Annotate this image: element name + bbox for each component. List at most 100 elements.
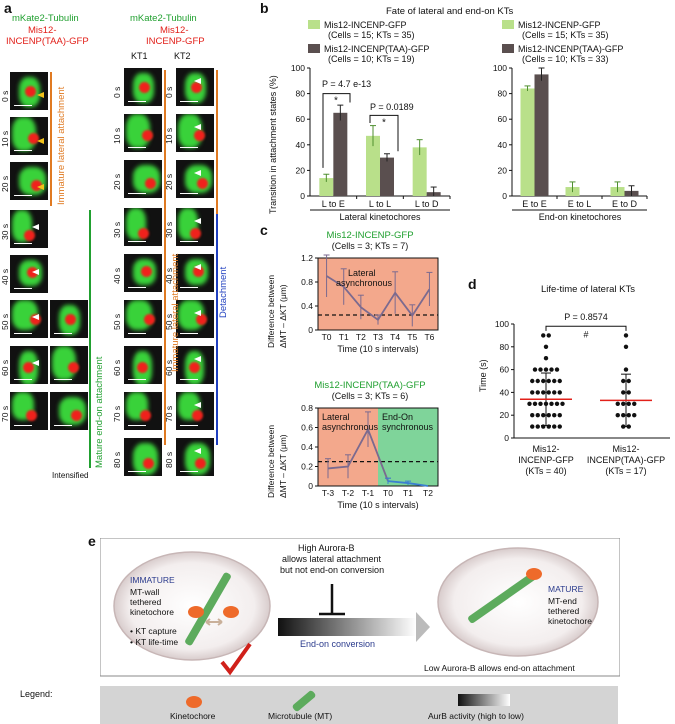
y-tick-label: 100: [495, 319, 509, 329]
scale-bar: [54, 333, 72, 334]
sig-star-2: *: [382, 117, 386, 128]
kinetochore-signal: [144, 314, 155, 325]
legend-box: [100, 686, 618, 724]
left-bar-mature: [89, 210, 91, 468]
data-point: [621, 401, 626, 406]
y-tick-label: 100: [493, 63, 507, 73]
data-point: [557, 390, 562, 395]
legend-swatch-dark: [502, 44, 514, 53]
x-tick-label: T-1: [362, 488, 375, 498]
kt2-frame: [176, 346, 214, 384]
kt1-frame: [124, 392, 162, 430]
not-endon-text: but not end-on conversion: [280, 565, 385, 575]
panel-b-label: b: [260, 0, 269, 16]
c-top-title: Mis12-INCENP-GFP: [326, 230, 413, 241]
endon-region: [378, 408, 438, 486]
data-point: [554, 367, 560, 372]
c-top-xlabel: Time (10 s intervals): [337, 344, 418, 354]
data-point: [535, 378, 540, 384]
x-tick-label: T5: [407, 332, 417, 342]
d-cat2-a: Mis12-: [612, 444, 639, 454]
kinetochore-signal: [190, 228, 201, 239]
right-label-immature: Immature lateral attachment: [170, 253, 181, 372]
kt2-frame: [176, 68, 214, 106]
time-label: 60 s: [0, 359, 10, 376]
panel-e-diagram: [100, 538, 620, 724]
kt-lifetime-text: • KT life-time: [130, 637, 179, 647]
panel-b-chart: Mis12-INCENP-GFP(Cells = 15; KTs = 35)Mi…: [268, 20, 648, 220]
right-label-detach: Detachment: [218, 266, 229, 318]
immature-kinetochore-2: [223, 606, 239, 618]
x-tick-label: E to L: [568, 199, 592, 209]
scale-bar: [128, 425, 146, 426]
kinetochore-signal: [139, 82, 150, 93]
kinetochore-signal: [141, 266, 152, 277]
time-label: 60 s: [112, 359, 122, 376]
c-bottom-region-a2: asynchronous: [322, 422, 379, 432]
pval-2: P = 0.0189: [370, 102, 414, 112]
data-point: [546, 333, 551, 338]
x-group-left: Lateral kinetochores: [339, 212, 421, 220]
kinetochore-signal: [26, 410, 37, 421]
right-header-red-2: INCENP-GFP: [146, 36, 205, 47]
panel-d-label: d: [468, 276, 477, 292]
x-tick-label: E to D: [612, 199, 638, 209]
kinetochore-signal: [192, 410, 203, 421]
data-point: [549, 367, 554, 372]
kt1-frame: [124, 68, 162, 106]
right-bar-immature-kt2: [216, 70, 218, 214]
kt2-frame: [176, 254, 214, 292]
data-point: [543, 356, 549, 361]
kinetochore-signal: [142, 130, 153, 141]
data-point: [530, 424, 535, 429]
mt-end-text: MT-end: [548, 596, 577, 606]
scale-bar: [128, 471, 146, 472]
data-point: [541, 413, 546, 418]
left-label-immature: Immature lateral attachment: [56, 86, 67, 205]
sig-bracket: [545, 325, 627, 331]
scale-bar: [180, 333, 198, 334]
pval-1: P = 4.7 e-13: [322, 79, 371, 89]
white-arrowhead-icon: [194, 448, 201, 454]
scale-bar: [180, 471, 198, 472]
legend-microtubule-icon: [292, 690, 316, 712]
kinetochore-signal: [194, 130, 205, 141]
x-tick-label: T1: [403, 488, 413, 498]
x-tick-label: L to E: [322, 199, 345, 209]
left-kt-frame: [10, 392, 48, 430]
kinetochore-signal: [195, 458, 206, 469]
kinetochore-signal: [143, 458, 154, 469]
left-header-red-1: Mis12-: [28, 25, 57, 36]
panel-b-title: Fate of lateral and end-on KTs: [386, 6, 514, 17]
y-tick-label: 20: [500, 410, 510, 420]
scale-bar: [180, 147, 198, 148]
legend-label-1: Mis12-INCENP-GFP: [324, 20, 407, 30]
kinetochore2-text: kinetochore: [548, 616, 592, 626]
data-point: [560, 401, 565, 406]
kinetochore-signal: [197, 178, 208, 189]
allows-lateral-text: allows lateral attachment: [282, 554, 382, 564]
time-label: 0 s: [0, 90, 10, 102]
mature-microtubule: [468, 572, 536, 624]
legend-label-1b: (Cells = 15; KTs = 35): [328, 30, 415, 40]
data-point: [543, 367, 549, 372]
d-cat2-b: INCENP(TAA)-GFP: [587, 455, 665, 465]
right-bar-immature-kt1: [164, 70, 166, 445]
data-point: [532, 401, 538, 406]
scale-bar: [180, 379, 198, 380]
left-kt-frame: [10, 300, 48, 338]
panel-a-label: a: [4, 0, 12, 16]
left-kt-frame: [10, 255, 48, 293]
tethered2-text: tethered: [548, 606, 580, 616]
c-top-subtitle: (Cells = 3; KTs = 7): [332, 241, 409, 251]
sig-bracket-2: [369, 114, 399, 152]
data-point: [546, 413, 551, 418]
time-label: 20 s: [0, 175, 10, 192]
scale-bar: [128, 287, 146, 288]
y-tick-label: 40: [500, 387, 510, 397]
arrow-head-icon: [416, 612, 430, 642]
c-bottom-title: Mis12-INCENP(TAA)-GFP: [314, 380, 425, 391]
y-tick-label: 0: [300, 191, 305, 201]
scale-bar: [180, 241, 198, 242]
scale-bar: [14, 150, 32, 151]
